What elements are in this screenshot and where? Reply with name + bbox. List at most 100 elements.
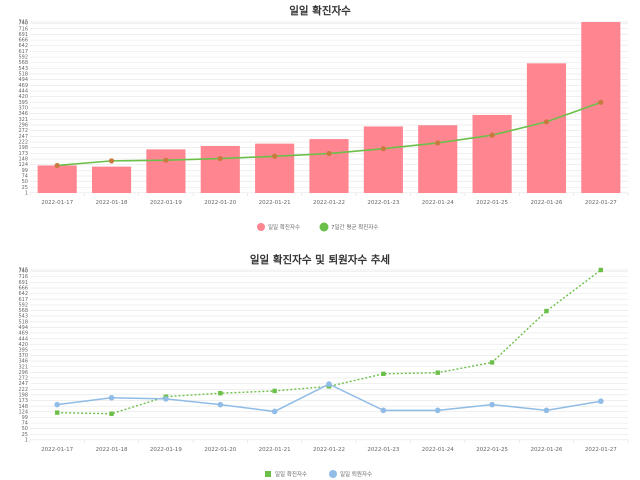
y-tick-label: 1 bbox=[25, 437, 28, 443]
x-tick-label: 2022-01-25 bbox=[476, 447, 508, 453]
data-point[interactable] bbox=[163, 396, 169, 402]
bar[interactable] bbox=[309, 139, 349, 193]
data-point[interactable] bbox=[543, 407, 550, 414]
legend-label: 일일 확진자수 bbox=[275, 470, 307, 478]
data-point[interactable] bbox=[108, 158, 115, 164]
data-point[interactable] bbox=[272, 153, 278, 159]
data-point[interactable] bbox=[598, 99, 604, 105]
bar[interactable] bbox=[255, 143, 295, 193]
x-tick-label: 2022-01-19 bbox=[150, 447, 182, 453]
data-point[interactable] bbox=[109, 411, 114, 416]
legend-swatch bbox=[257, 223, 265, 231]
data-point[interactable] bbox=[598, 267, 604, 273]
bar[interactable] bbox=[472, 114, 512, 193]
data-point[interactable] bbox=[108, 394, 115, 401]
data-point[interactable] bbox=[489, 132, 495, 138]
legend-item-daily-cases[interactable]: 일일 확진자수 bbox=[265, 470, 307, 478]
x-tick-label: 2022-01-20 bbox=[204, 200, 236, 206]
data-point[interactable] bbox=[489, 360, 495, 365]
chart-daily-cases: 일일 확진자수 12550749912414817319822224727229… bbox=[18, 4, 629, 232]
y-tick-label: 745 bbox=[18, 268, 28, 274]
data-point[interactable] bbox=[435, 370, 440, 375]
y-tick-label: 568 bbox=[18, 60, 28, 66]
y-tick-label: 745 bbox=[18, 20, 28, 26]
y-tick-label: 272 bbox=[18, 376, 28, 382]
y-tick-label: 444 bbox=[18, 89, 28, 95]
data-point[interactable] bbox=[434, 407, 441, 414]
bar[interactable] bbox=[37, 165, 77, 193]
legend-item-daily-discharges[interactable]: 일일 퇴원자수 bbox=[329, 470, 372, 478]
chart-title: 일일 확진자수 bbox=[289, 4, 351, 17]
y-tick-label: 296 bbox=[18, 370, 28, 376]
data-point[interactable] bbox=[54, 162, 60, 169]
data-point[interactable] bbox=[217, 155, 223, 162]
data-point[interactable] bbox=[435, 140, 441, 146]
y-tick-label: 518 bbox=[18, 72, 28, 78]
y-tick-label: 395 bbox=[18, 100, 28, 106]
data-point[interactable] bbox=[272, 388, 277, 394]
data-point[interactable] bbox=[543, 119, 550, 125]
x-tick-label: 2022-01-22 bbox=[313, 200, 345, 206]
y-tick-label: 543 bbox=[18, 314, 28, 320]
y-tick-label: 50 bbox=[22, 179, 28, 185]
data-point[interactable] bbox=[380, 407, 387, 414]
y-tick-label: 74 bbox=[22, 421, 28, 427]
y-tick-label: 148 bbox=[18, 404, 28, 410]
y-tick-label: 321 bbox=[18, 117, 28, 123]
bar[interactable] bbox=[200, 145, 240, 193]
bar[interactable] bbox=[526, 63, 567, 194]
x-tick-label: 2022-01-25 bbox=[476, 200, 508, 206]
data-point[interactable] bbox=[489, 401, 495, 408]
x-tick-label: 2022-01-24 bbox=[422, 200, 454, 206]
y-tick-label: 74 bbox=[22, 174, 28, 180]
y-tick-label: 469 bbox=[18, 83, 28, 89]
bar[interactable] bbox=[91, 166, 132, 193]
y-tick-label: 568 bbox=[18, 308, 28, 314]
legend-swatch bbox=[329, 470, 337, 478]
bar[interactable] bbox=[363, 126, 403, 193]
x-tick-label: 2022-01-18 bbox=[96, 200, 128, 206]
data-point[interactable] bbox=[218, 391, 223, 396]
y-tick-label: 148 bbox=[18, 157, 28, 163]
y-tick-label: 321 bbox=[18, 364, 28, 370]
y-tick-label: 395 bbox=[18, 347, 28, 353]
data-point[interactable] bbox=[598, 398, 604, 405]
y-tick-label: 222 bbox=[18, 387, 28, 393]
x-tick-label: 2022-01-27 bbox=[585, 200, 617, 206]
series-line bbox=[57, 269, 602, 415]
legend-item-weekly-average[interactable]: 7일간 평균 확진자수 bbox=[319, 222, 379, 232]
data-point[interactable] bbox=[326, 150, 332, 157]
y-tick-label: 346 bbox=[18, 111, 28, 117]
chart-cases-discharges-trend: 일일 확진자수 및 퇴원자수 추세 1255074991241481731982… bbox=[18, 253, 629, 478]
y-tick-label: 346 bbox=[18, 359, 28, 365]
data-point[interactable] bbox=[544, 308, 549, 314]
data-point[interactable] bbox=[271, 408, 278, 415]
y-tick-label: 124 bbox=[18, 409, 28, 415]
data-point[interactable] bbox=[326, 381, 332, 387]
y-tick-label: 25 bbox=[22, 432, 28, 438]
x-tick-label: 2022-01-23 bbox=[367, 200, 399, 206]
bar[interactable] bbox=[418, 125, 458, 193]
data-point[interactable] bbox=[54, 410, 60, 415]
bar[interactable] bbox=[146, 149, 186, 193]
y-tick-label: 617 bbox=[18, 49, 28, 55]
y-tick-label: 247 bbox=[18, 134, 28, 140]
y-tick-label: 716 bbox=[18, 274, 28, 280]
y-tick-label: 247 bbox=[18, 381, 28, 387]
data-point[interactable] bbox=[217, 401, 224, 408]
data-point[interactable] bbox=[380, 146, 386, 152]
legend-item-daily-cases[interactable]: 일일 확진자수 bbox=[257, 223, 300, 231]
data-point[interactable] bbox=[381, 371, 386, 377]
y-tick-label: 173 bbox=[18, 398, 28, 404]
y-tick-label: 494 bbox=[18, 77, 28, 83]
legend: 일일 확진자수 7일간 평균 확진자수 bbox=[257, 222, 379, 232]
data-point[interactable] bbox=[54, 401, 60, 408]
chart-title: 일일 확진자수 및 퇴원자수 추세 bbox=[250, 253, 390, 266]
y-tick-label: 469 bbox=[18, 331, 28, 337]
y-tick-label: 50 bbox=[22, 426, 28, 432]
y-tick-label: 1 bbox=[25, 190, 28, 196]
x-tick-label: 2022-01-20 bbox=[204, 447, 236, 453]
x-tick-label: 2022-01-27 bbox=[585, 447, 617, 453]
data-point[interactable] bbox=[163, 157, 169, 163]
